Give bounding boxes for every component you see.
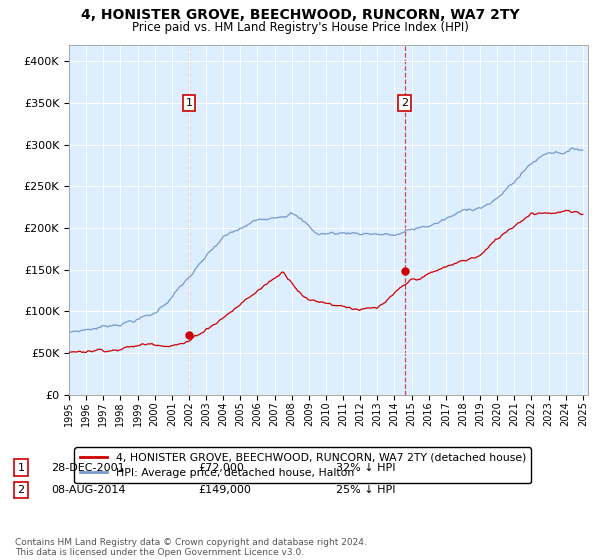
Text: 32% ↓ HPI: 32% ↓ HPI xyxy=(336,463,395,473)
Text: 25% ↓ HPI: 25% ↓ HPI xyxy=(336,485,395,495)
Text: £149,000: £149,000 xyxy=(198,485,251,495)
Legend: 4, HONISTER GROVE, BEECHWOOD, RUNCORN, WA7 2TY (detached house), HPI: Average pr: 4, HONISTER GROVE, BEECHWOOD, RUNCORN, W… xyxy=(74,447,532,483)
Text: £72,000: £72,000 xyxy=(198,463,244,473)
Text: 1: 1 xyxy=(17,463,25,473)
Text: 2: 2 xyxy=(401,98,408,108)
Text: Price paid vs. HM Land Registry's House Price Index (HPI): Price paid vs. HM Land Registry's House … xyxy=(131,21,469,34)
Text: Contains HM Land Registry data © Crown copyright and database right 2024.
This d: Contains HM Land Registry data © Crown c… xyxy=(15,538,367,557)
Text: 2: 2 xyxy=(17,485,25,495)
Text: 28-DEC-2001: 28-DEC-2001 xyxy=(51,463,125,473)
Text: 1: 1 xyxy=(185,98,193,108)
Text: 08-AUG-2014: 08-AUG-2014 xyxy=(51,485,125,495)
Text: 4, HONISTER GROVE, BEECHWOOD, RUNCORN, WA7 2TY: 4, HONISTER GROVE, BEECHWOOD, RUNCORN, W… xyxy=(80,8,520,22)
